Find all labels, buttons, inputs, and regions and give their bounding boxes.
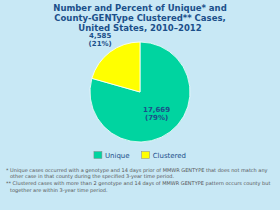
data-label: 4,585(21%)	[89, 32, 112, 48]
legend-swatch	[142, 152, 150, 159]
pie-slice	[92, 42, 140, 92]
footnote: * Unique cases occurred with a genotype …	[6, 167, 268, 180]
background	[0, 0, 280, 210]
chart: Number and Percent of Unique* andCounty-…	[0, 0, 280, 210]
legend-entry: Unique	[105, 152, 130, 160]
title: Number and Percent of Unique* andCounty-…	[53, 3, 226, 33]
pie	[90, 42, 190, 142]
pie-slice	[90, 42, 190, 142]
legend-swatch	[94, 152, 102, 159]
legend-entry: Clustered	[153, 152, 186, 160]
legend: Unique Clustered	[94, 152, 186, 161]
footnote: ** Clustered cases with more than 2 geno…	[6, 180, 270, 193]
data-label: 17,669(79%)	[143, 106, 170, 122]
